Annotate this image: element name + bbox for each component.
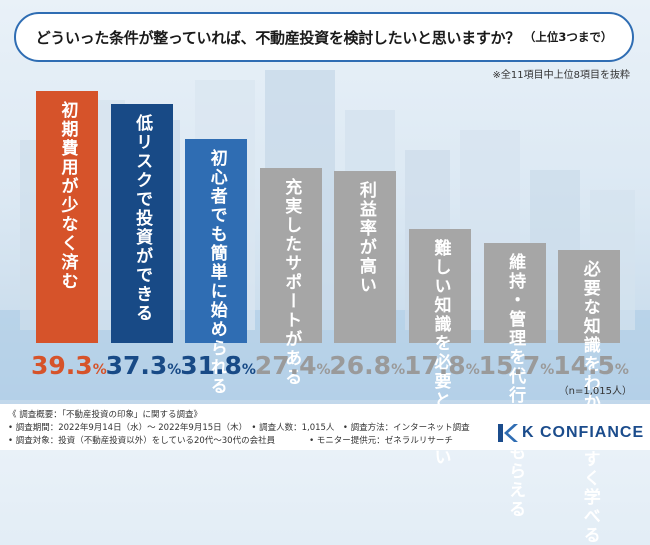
bar-7: 維持・管理を代行してもらえる [483,242,546,519]
value-number: 39.3 [31,351,93,380]
value-label: 26.8% [329,351,405,380]
footer-title: 《 調査概要：「不動産投資の印象」に関する調査》 [8,410,202,420]
footer-target: • 調査対象：投資（不動産投資以外）をしている20代〜30代の会社員 • モニタ… [8,436,453,446]
question-box: どういった条件が整っていれば、不動産投資を検討したいと思いますか？ （上位3つま… [14,12,634,62]
value-unit: % [316,362,331,378]
value-unit: % [167,362,182,378]
bar-label: 初心者でも簡単に始められる [206,149,227,397]
footer-period: • 調査期間：2022年9月14日（水）〜 2022年9月15日（木） • 調査… [8,423,470,433]
sample-size-note: （n=1,015人） [558,386,632,397]
value-number: 15.7 [478,351,541,380]
value-number: 17.8 [404,351,466,380]
value-label: 15.7% [478,351,555,380]
value-label: 39.3% [31,351,107,380]
value-unit: % [241,362,256,378]
value-number: 27.4 [254,351,317,380]
value-unit: % [391,362,406,378]
value-number: 31.8 [180,351,242,380]
value-label: 17.8% [404,351,480,380]
value-label: 37.3% [105,351,182,380]
value-label: 14.5% [553,351,629,380]
note-top: ※全11項目中上位8項目を抜粋 [492,70,630,81]
footer: 《 調査概要：「不動産投資の印象」に関する調査》 • 調査期間：2022年9月1… [0,404,650,450]
bar-chart: 初期費用が少なく済む 39.3% 低リスクで投資ができる 37.3% 初心者でも簡単に始… [31,91,629,545]
bar-6: 難しい知識を必要としない [409,229,471,467]
bar-8: 必要な知識をわかりやすく学べる [558,250,621,545]
bar-2: 低リスクで投資ができる [110,104,173,343]
company-logo: K CONFIANCE [498,424,644,442]
question-sub: （上位3つまで） [523,30,613,44]
logo-k-icon [498,424,518,442]
bar-label: 低リスクで投資ができる [132,114,153,324]
value-number: 26.8 [329,351,392,380]
bar-label: 必要な知識をわかりやすく学べる [579,260,600,545]
bar-3: 初心者でも簡単に始められる [185,139,248,396]
bar-5: 利益率が高い [334,171,397,343]
value-unit: % [92,362,107,378]
value-label: 27.4% [254,351,331,380]
value-number: 37.3 [105,351,168,380]
bar-label: 利益率が高い [355,181,376,296]
value-number: 14.5 [553,351,615,380]
logo-text: K CONFIANCE [522,424,645,441]
value-unit: % [540,362,555,378]
bar-4: 充実したサポートがある [259,167,322,387]
value-label: 31.8% [180,351,256,380]
bar-1: 初期費用が少なく済む [36,91,98,343]
bar-label: 充実したサポートがある [281,177,302,387]
question-text: どういった条件が整っていれば、不動産投資を検討したいと思いますか？ [35,28,521,47]
value-unit: % [465,362,480,378]
bar-label: 初期費用が少なく済む [57,101,78,292]
value-unit: % [614,362,629,378]
bar-label: 維持・管理を代行してもらえる [505,252,526,519]
